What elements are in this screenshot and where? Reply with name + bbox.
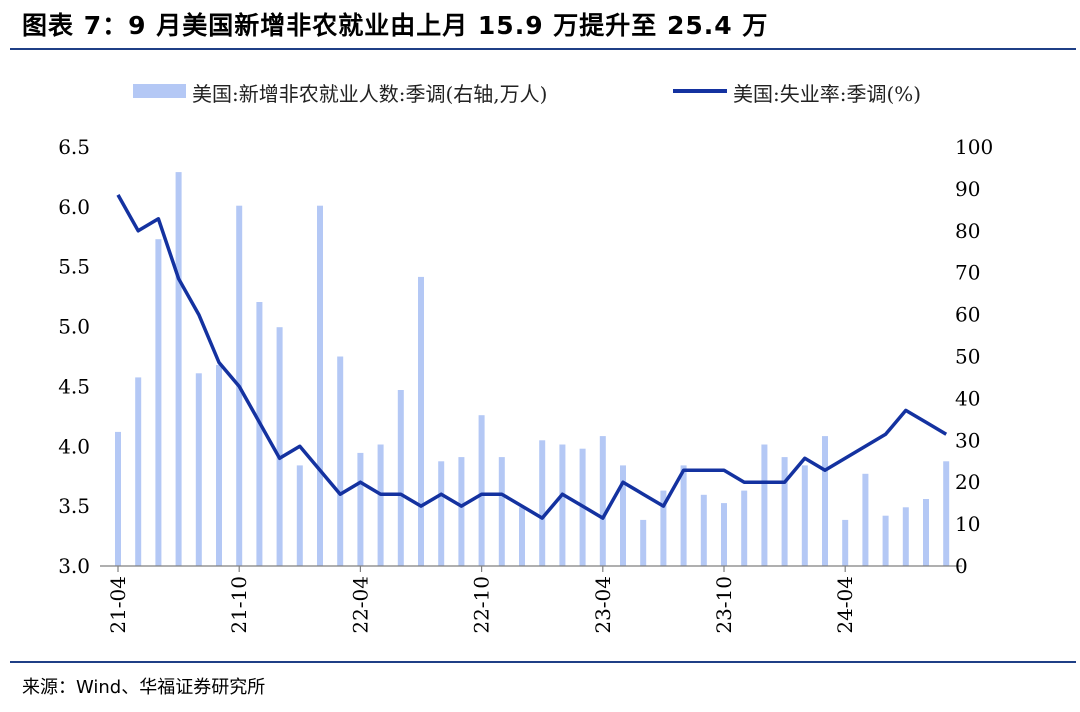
bar-24-02 bbox=[801, 465, 808, 566]
bar-23-08 bbox=[680, 465, 687, 566]
y-left-tick-label: 6.0 bbox=[58, 195, 90, 219]
bar-21-11 bbox=[256, 302, 263, 566]
y-left-tick-label: 4.0 bbox=[58, 434, 90, 458]
x-tick-label: 21-04 bbox=[106, 576, 130, 634]
y-left-tick-label: 6.5 bbox=[58, 135, 90, 159]
y-right-tick-label: 50 bbox=[955, 345, 980, 369]
bar-22-01 bbox=[296, 465, 303, 566]
legend-swatch-bar bbox=[133, 84, 186, 98]
bar-22-05 bbox=[377, 444, 384, 566]
bar-23-06 bbox=[640, 519, 647, 566]
bar-24-01 bbox=[781, 457, 788, 566]
line-series bbox=[116, 194, 948, 520]
bar-23-07 bbox=[660, 490, 667, 566]
source-note: 来源：Wind、华福证券研究所 bbox=[22, 677, 266, 698]
x-tick-label: 22-10 bbox=[470, 576, 494, 634]
x-tick-label: 24-04 bbox=[833, 576, 857, 634]
y-right-tick-label: 0 bbox=[955, 554, 968, 578]
x-tick-label: 23-04 bbox=[591, 576, 615, 634]
bar-23-09 bbox=[700, 494, 707, 566]
bar-22-10 bbox=[478, 415, 485, 566]
x-tick-label: 21-10 bbox=[227, 576, 251, 634]
bar-23-11 bbox=[741, 490, 748, 566]
source-rule bbox=[10, 661, 1076, 663]
bar-24-09 bbox=[943, 461, 950, 567]
bar-24-06 bbox=[882, 515, 889, 566]
bar-series bbox=[115, 172, 950, 567]
bar-24-07 bbox=[902, 507, 909, 566]
y-right-tick-label: 30 bbox=[955, 428, 980, 452]
bar-24-08 bbox=[923, 499, 929, 566]
y-left-tick-label: 5.0 bbox=[58, 315, 90, 339]
bar-24-05 bbox=[862, 473, 869, 566]
bar-22-04 bbox=[357, 452, 364, 566]
bar-22-06 bbox=[397, 390, 404, 566]
title-rule bbox=[10, 48, 1076, 50]
bar-21-12 bbox=[276, 327, 283, 566]
unemployment-rate-line bbox=[116, 194, 948, 520]
bar-22-09 bbox=[458, 457, 465, 566]
bar-23-10 bbox=[721, 503, 727, 566]
y-left-tick-label: 3.5 bbox=[58, 494, 90, 518]
y-right-tick-label: 40 bbox=[955, 386, 980, 410]
legend: 美国:新增非农就业人数:季调(右轴,万人) 美国:失业率:季调(%) bbox=[133, 82, 921, 106]
bar-23-05 bbox=[620, 465, 626, 566]
y-right-tick-label: 10 bbox=[955, 512, 980, 536]
axes: 6.56.05.55.04.54.03.53.01009080706050403… bbox=[58, 135, 993, 634]
y-right-tick-label: 100 bbox=[955, 135, 993, 159]
bar-24-03 bbox=[822, 436, 828, 566]
y-left-tick-label: 3.0 bbox=[58, 554, 90, 578]
bar-21-08 bbox=[195, 373, 202, 566]
y-left-tick-label: 4.5 bbox=[58, 374, 90, 398]
y-right-tick-label: 60 bbox=[955, 303, 980, 327]
legend-label-bar: 美国:新增非农就业人数:季调(右轴,万人) bbox=[192, 82, 547, 106]
bar-21-07 bbox=[175, 172, 182, 566]
bar-24-04 bbox=[842, 519, 849, 566]
bar-22-11 bbox=[498, 457, 505, 566]
bar-21-04 bbox=[115, 431, 121, 566]
bar-23-12 bbox=[761, 444, 768, 566]
bar-22-07 bbox=[418, 276, 424, 566]
combo-chart: 6.56.05.55.04.54.03.53.01009080706050403… bbox=[58, 82, 993, 634]
bar-22-08 bbox=[438, 461, 445, 567]
bar-23-04 bbox=[599, 436, 606, 566]
bar-22-03 bbox=[337, 356, 344, 566]
figure-title: 图表 7：9 月美国新增非农就业由上月 15.9 万提升至 25.4 万 bbox=[22, 11, 769, 40]
bar-23-02 bbox=[559, 444, 566, 566]
y-right-tick-label: 70 bbox=[955, 261, 980, 285]
bar-21-09 bbox=[216, 364, 222, 566]
bar-22-12 bbox=[519, 507, 525, 566]
bar-22-02 bbox=[317, 205, 323, 566]
x-tick-label: 22-04 bbox=[348, 576, 372, 634]
bar-21-06 bbox=[155, 239, 162, 566]
y-right-tick-label: 90 bbox=[955, 177, 980, 201]
y-right-tick-label: 20 bbox=[955, 470, 980, 494]
bar-23-01 bbox=[539, 440, 546, 566]
x-tick-label: 23-10 bbox=[712, 576, 736, 634]
y-left-tick-label: 5.5 bbox=[58, 255, 90, 279]
bar-21-05 bbox=[135, 377, 142, 566]
y-right-tick-label: 80 bbox=[955, 219, 980, 243]
legend-label-line: 美国:失业率:季调(%) bbox=[733, 82, 921, 106]
